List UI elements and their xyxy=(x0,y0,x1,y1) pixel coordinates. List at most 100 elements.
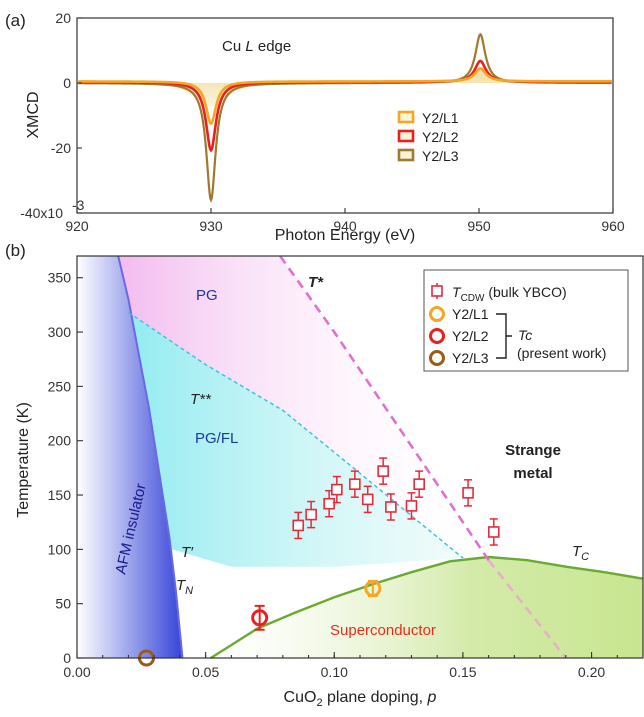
x-tick-label: 920 xyxy=(65,218,89,234)
legend-bracket xyxy=(496,313,512,359)
legend-box xyxy=(423,269,629,372)
t-double-star-label: T** xyxy=(190,391,212,408)
legend-swatch xyxy=(397,148,415,162)
panel-b-y-ticks: 0 50 100 150 200 250 300 350 xyxy=(48,270,83,666)
tstar-line xyxy=(279,255,490,561)
tcdw-point xyxy=(349,478,361,490)
pg-region xyxy=(118,256,489,561)
legend-label: Y2/L1 xyxy=(422,110,459,126)
legend-tcdw-label: TCDW (bulk YBCO) xyxy=(452,284,567,304)
afm-region xyxy=(77,256,183,658)
tcdw-point xyxy=(413,478,425,490)
legend-swatch xyxy=(397,110,415,124)
t-star-label: T* xyxy=(308,274,324,291)
strange-metal-label-line1: Strange xyxy=(505,442,561,459)
tcdw-point xyxy=(361,493,374,506)
panel-a-frame xyxy=(76,17,614,214)
tn-line xyxy=(117,255,184,659)
legend-tc-label: Tc xyxy=(518,327,532,343)
panel-a-x-ticks: 920 930 940 950 960 xyxy=(65,208,625,234)
y-tick-label: 100 xyxy=(48,541,72,557)
legend-markers xyxy=(429,283,445,366)
y-tick-label: -20 xyxy=(51,140,71,156)
cu-l-edge-annotation: Cu L edge xyxy=(222,38,291,55)
legend-label: Y2/L2 xyxy=(422,129,459,145)
legend-label: Y2/L3 xyxy=(422,148,459,164)
x-tick-label: 0.10 xyxy=(321,664,348,680)
tss-line xyxy=(128,311,464,559)
present-work-point xyxy=(251,609,269,627)
panel-a: (a) 920 930 940 950 960 -40x10 -3 -20 0 20 Photo… xyxy=(5,10,625,244)
panel-b-label: (b) xyxy=(5,241,26,260)
phase-boundary-lines xyxy=(117,255,644,660)
y-tick-label: 150 xyxy=(48,487,72,503)
t-prime-label: T′ xyxy=(181,544,194,561)
y-tick-exponent: -3 xyxy=(72,197,85,213)
x-tick-label: 930 xyxy=(199,218,223,234)
legend-y2l3-label: Y2/L3 xyxy=(452,350,489,366)
x-tick-label: 940 xyxy=(333,218,357,234)
pgfl-region-label: PG/FL xyxy=(195,430,238,447)
y-tick-label: -40x10 xyxy=(20,205,63,221)
panel-b-legend: TCDW (bulk YBCO) Y2/L1 Y2/L2 Y2/L3 Tc (p… xyxy=(423,269,629,372)
t-c-label: TC xyxy=(572,543,589,563)
tcdw-points xyxy=(292,457,500,546)
legend-marker-y2-l2 xyxy=(429,328,445,344)
y-tick-label: 350 xyxy=(48,270,72,286)
tcdw-point xyxy=(487,526,500,538)
tcdw-point xyxy=(292,519,305,532)
tcdw-point xyxy=(323,497,335,510)
pgfl-region xyxy=(128,312,463,567)
y-tick-label: 50 xyxy=(55,596,71,612)
tcdw-point xyxy=(405,500,418,512)
panel-a-label: (a) xyxy=(5,11,26,30)
legend-y2l2-label: Y2/L2 xyxy=(452,328,489,344)
panel-a-legend: Y2/L1 Y2/L2 Y2/L3 xyxy=(397,110,459,164)
tcdw-point xyxy=(462,487,474,499)
y-tick-label: 300 xyxy=(48,324,72,340)
series-line-y2-l3 xyxy=(78,32,612,203)
xmcd-series-lines xyxy=(78,32,612,203)
legend-y2l1-label: Y2/L1 xyxy=(452,306,489,322)
y-tick-label: 0 xyxy=(63,650,71,666)
x-tick-label: 0.00 xyxy=(63,664,90,680)
panel-b-x-axis-label: CuO2 plane doping, p xyxy=(284,689,437,709)
legend-swatch xyxy=(397,129,415,143)
series-line-y2-l2 xyxy=(78,59,612,153)
legend-present-work-label: (present work) xyxy=(517,345,606,361)
tcdw-point xyxy=(305,508,317,521)
panel-b-x-ticks: 0.00 0.05 0.10 0.15 0.20 xyxy=(63,652,618,680)
y-tick-label: 250 xyxy=(48,378,72,394)
superconductor-region xyxy=(210,557,644,658)
y-tick-label: 200 xyxy=(48,433,72,449)
panel-a-y-ticks: -40x10 -3 -20 0 20 xyxy=(20,10,84,221)
legend-marker-y2-l3 xyxy=(429,350,445,366)
tcdw-point xyxy=(331,483,343,496)
pg-region-label: PG xyxy=(196,287,218,304)
present-work-point xyxy=(364,579,382,597)
x-tick-label: 0.05 xyxy=(192,664,219,680)
x-tick-label: 0.20 xyxy=(578,664,605,680)
tcdw-point xyxy=(377,465,389,477)
superconductor-label: Superconductor xyxy=(330,622,436,639)
xmcd-shade xyxy=(78,69,612,107)
legend-marker-y2-l1 xyxy=(429,306,445,322)
x-tick-label: 960 xyxy=(601,218,625,234)
x-tick-label: 0.15 xyxy=(449,664,476,680)
legend-tcdw-marker xyxy=(431,285,443,297)
panel-a-x-axis-label: Photon Energy (eV) xyxy=(275,227,416,244)
series-line-y2-l1 xyxy=(78,67,612,126)
tcdw-point xyxy=(385,501,397,513)
panel-a-y-axis-label: XMCD xyxy=(25,91,42,138)
x-tick-label: 950 xyxy=(467,218,491,234)
tstar-line-extension xyxy=(487,559,567,659)
panel-b: (b) PG PG/FL AFM insulator Strange metal… xyxy=(5,241,644,709)
phase-regions xyxy=(77,256,644,658)
strange-metal-label-line2: metal xyxy=(513,465,552,482)
y-tick-label: 0 xyxy=(63,75,71,91)
t-n-label: TN xyxy=(176,577,193,597)
xmcd-shaded-area xyxy=(78,69,612,107)
y-tick-label: 20 xyxy=(55,10,71,26)
tc-line xyxy=(210,555,644,660)
